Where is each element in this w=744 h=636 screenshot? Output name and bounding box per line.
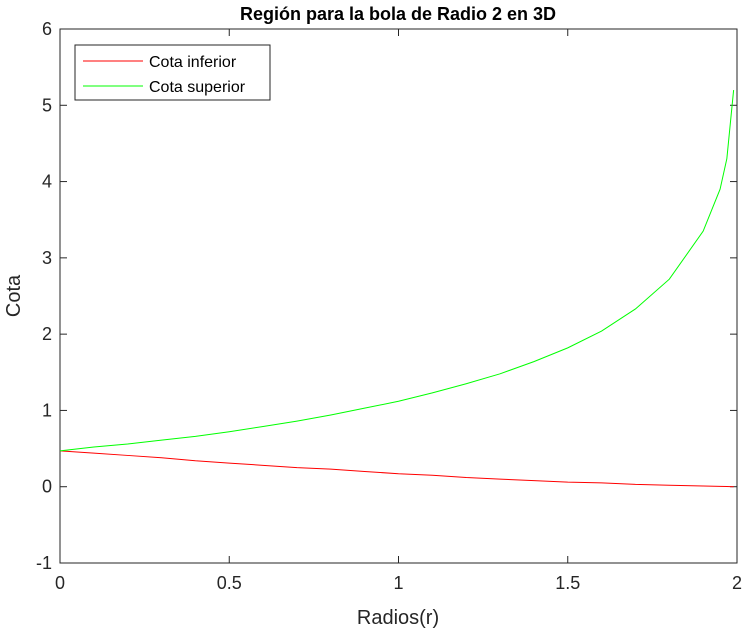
x-tick-label: 0 [55,573,65,593]
y-tick-label: 3 [42,248,52,268]
series-line [59,450,734,488]
legend-label: Cota inferior [149,54,237,71]
x-tick-label: 2 [732,573,742,593]
y-axis-label: Cota [3,274,25,317]
plot-area [59,28,738,564]
legend-box [74,44,271,101]
y-tick-label: 6 [42,19,52,39]
y-tick-label: 1 [42,400,52,420]
y-tick-label: 0 [42,477,52,497]
y-tick-label: -1 [36,553,52,573]
x-axis-label: Radios(r) [357,607,439,629]
y-tick-label: 4 [42,172,52,192]
x-tick-label: 1 [393,573,403,593]
series-line [59,89,735,452]
x-tick-label: 1.5 [555,573,580,593]
x-tick-label: 0.5 [217,573,242,593]
chart-title: Región para la bola de Radio 2 en 3D [240,4,556,24]
y-tick-label: 2 [42,324,52,344]
legend-label: Cota superior [149,79,246,96]
y-tick-label: 5 [42,95,52,115]
